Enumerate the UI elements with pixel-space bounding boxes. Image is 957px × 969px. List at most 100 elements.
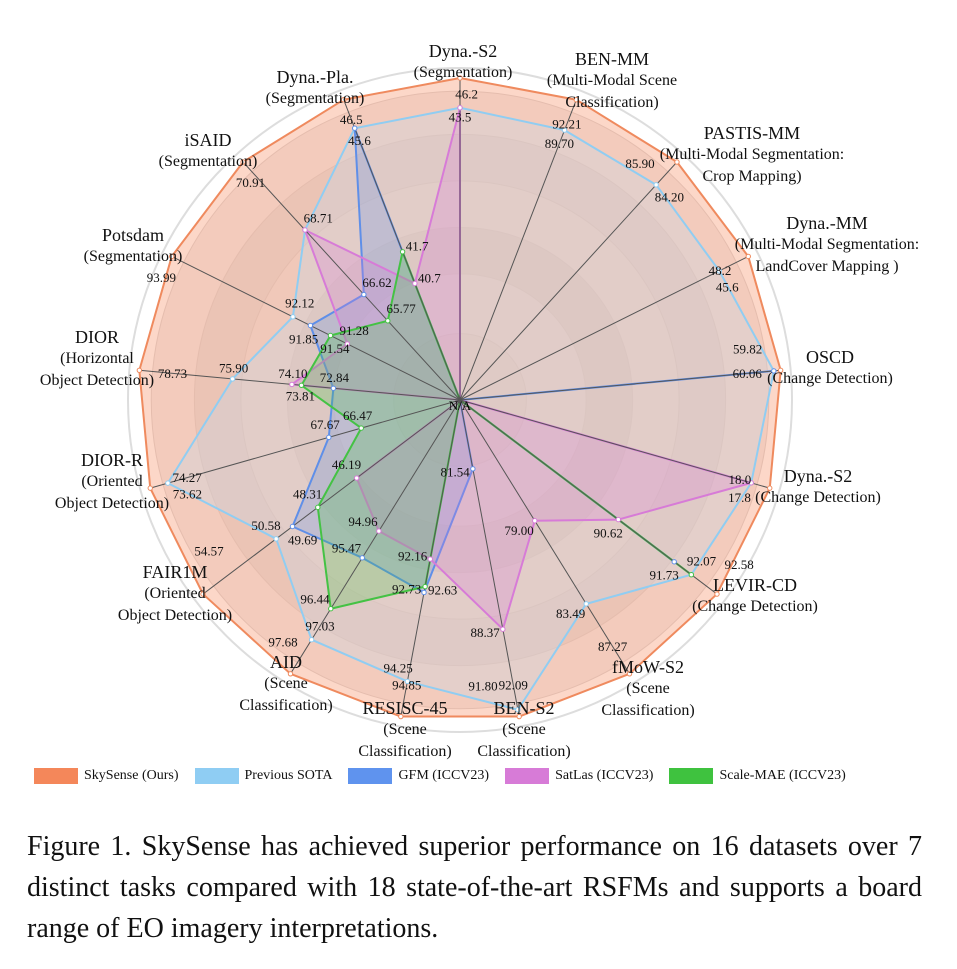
value-label: 74.10	[278, 366, 307, 381]
value-label: 48.31	[293, 486, 322, 501]
value-label: 92.07	[687, 554, 717, 569]
data-point	[147, 485, 153, 491]
data-point	[229, 376, 236, 382]
axis-label: DIOR-R (Oriented Object Detection)	[55, 449, 169, 515]
data-point	[561, 127, 568, 133]
axis-label: Dyna.-MM (Multi-Modal Segmentation: LandCo…	[735, 212, 919, 278]
data-point	[398, 713, 404, 720]
data-point	[412, 280, 418, 287]
axis-spoke	[459, 399, 770, 489]
value-label: 92.12	[285, 296, 314, 311]
data-point	[376, 528, 382, 534]
value-label: 73.81	[286, 389, 315, 404]
data-point	[716, 268, 723, 274]
legend-item: Scale-MAE (ICCV23)	[669, 768, 846, 784]
axis-subtitle: (Segmentation)	[83, 248, 183, 265]
data-point	[340, 97, 347, 103]
data-point	[169, 253, 175, 260]
axis-subtitle: Object Detection)	[54, 495, 170, 512]
value-label: 45.6	[716, 279, 739, 294]
value-label: 65.77	[386, 301, 416, 316]
data-point	[421, 589, 427, 596]
axis-name: fMoW-S2	[612, 657, 684, 677]
value-label: 92.09	[499, 678, 528, 693]
axis-name: Dyna.-Pla.	[276, 67, 354, 87]
data-point	[399, 249, 406, 255]
data-point	[200, 591, 206, 597]
axis-subtitle: (Change Detection)	[755, 489, 881, 506]
axis-subtitle: Classification)	[358, 743, 452, 760]
data-point	[457, 105, 463, 111]
value-label: 91.80	[468, 678, 497, 693]
axis-subtitle: (Scene	[264, 675, 308, 692]
axis-subtitle: Classification)	[239, 697, 333, 714]
data-point	[516, 713, 522, 720]
axis-subtitle: LandCover Mapping )	[755, 258, 899, 275]
axis-label: PASTIS-MM (Multi-Modal Segmentation: Crop …	[660, 122, 844, 188]
data-point	[328, 606, 334, 612]
axis-name: DIOR	[74, 327, 119, 347]
axis-label: iSAID (Segmentation)	[159, 129, 258, 173]
axis-name: PASTIS-MM	[703, 123, 801, 143]
axis-name: Dyna.-MM	[786, 213, 868, 233]
axis-subtitle: (Oriented	[144, 585, 206, 602]
axis-name: LEVIR-CD	[712, 575, 797, 595]
axis-label: LEVIR-CD (Change Detection)	[692, 574, 818, 618]
legend-swatch	[348, 768, 393, 784]
axis-subtitle: Object Detection)	[117, 607, 233, 624]
value-label: 88.37	[471, 625, 501, 640]
data-point	[240, 159, 246, 165]
axis-name: Dyna.-S2	[428, 41, 498, 61]
value-label: 84.20	[655, 189, 684, 204]
legend-swatch	[194, 768, 239, 784]
legend-item: SatLas (ICCV23)	[505, 768, 653, 784]
legend-swatch	[669, 768, 714, 784]
axis-spoke	[459, 256, 749, 401]
data-point	[307, 322, 314, 329]
axis-label: BEN-MM (Multi-Modal Scene Classification)	[547, 48, 677, 114]
data-point	[422, 583, 428, 590]
axis-name: Potsdam	[101, 225, 165, 245]
legend-label: Scale-MAE (ICCV23)	[719, 768, 846, 783]
value-label: 17.8	[728, 490, 751, 505]
axis-spoke	[459, 399, 630, 675]
data-point	[777, 367, 784, 373]
value-label: 50.58	[251, 518, 280, 533]
axis-name: iSAID	[184, 130, 232, 150]
value-label: 95.47	[332, 541, 362, 556]
axis-spoke	[459, 399, 520, 717]
axis-name: RESISC-45	[362, 698, 448, 718]
axis-label: Dyna.-S2 (Change Detection)	[755, 465, 881, 509]
value-label: 46.2	[455, 86, 478, 101]
axis-label: OSCD (Change Detection)	[767, 346, 893, 390]
axis-subtitle: Classification)	[477, 743, 571, 760]
value-label: 70.91	[236, 175, 265, 190]
data-point	[457, 75, 463, 81]
value-label: 75.90	[219, 361, 248, 376]
axis-subtitle: Object Detection)	[39, 372, 155, 389]
data-point	[327, 332, 334, 339]
data-point	[289, 381, 295, 388]
value-label: 91.85	[289, 332, 318, 347]
data-point	[427, 556, 433, 562]
value-label: 41.7	[406, 239, 429, 254]
data-point	[353, 475, 360, 481]
data-point	[470, 466, 476, 472]
value-label: 66.62	[362, 275, 391, 290]
value-label: 97.03	[305, 619, 334, 634]
axis-subtitle: (Change Detection)	[767, 370, 893, 387]
value-label: 68.71	[304, 210, 333, 225]
data-point	[583, 601, 589, 607]
value-label: 92.21	[552, 117, 581, 132]
data-point	[500, 626, 506, 632]
axis-subtitle: (Change Detection)	[692, 598, 818, 615]
value-label: 45.6	[348, 133, 371, 148]
axis-subtitle: (Oriented	[81, 473, 143, 490]
data-point	[771, 368, 777, 374]
axis-subtitle: (Multi-Modal Scene	[546, 72, 678, 89]
axis-spoke	[171, 256, 461, 401]
value-label: 91.54	[320, 341, 350, 356]
data-point	[165, 480, 171, 486]
axis-spoke	[459, 369, 781, 401]
center-label: N/A	[449, 398, 472, 413]
